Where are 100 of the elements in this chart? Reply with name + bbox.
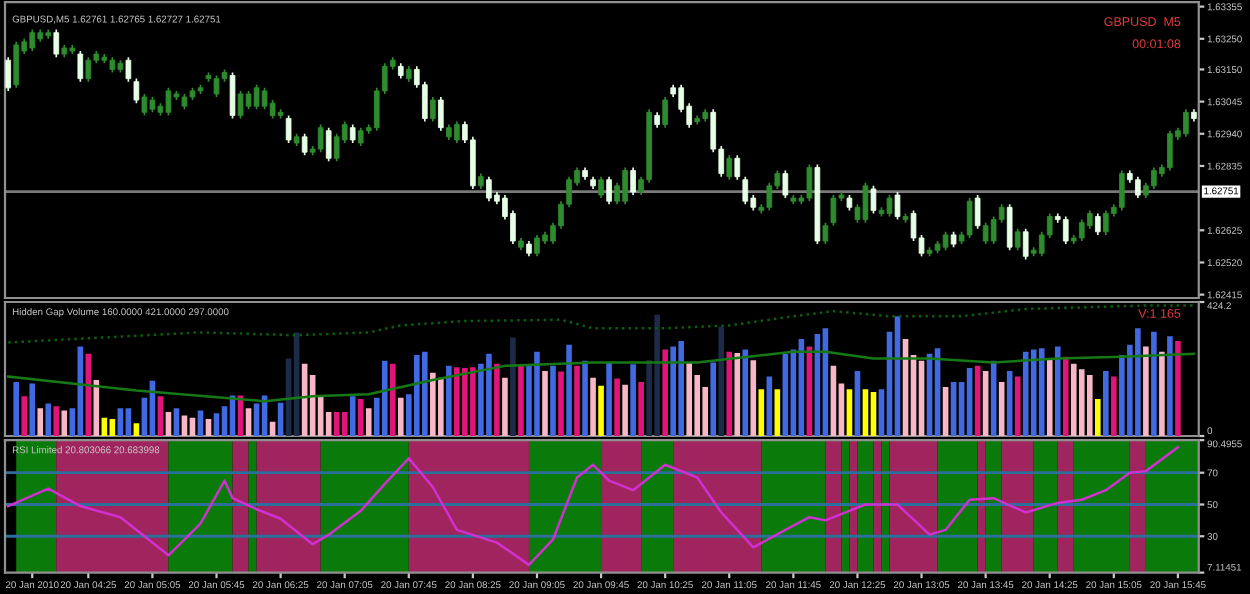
candlestick: [85, 56, 92, 83]
bar: [542, 370, 548, 436]
bar: [45, 403, 52, 436]
candlestick: [13, 41, 20, 89]
bar: [61, 410, 68, 436]
bar: [462, 368, 468, 436]
candlestick: [1135, 175, 1141, 199]
candlestick: [229, 71, 236, 120]
bar: [253, 403, 260, 436]
candlestick: [726, 154, 733, 181]
bar: [726, 351, 733, 436]
candlestick: [325, 126, 332, 163]
bar: [1070, 363, 1077, 436]
bar: [686, 362, 693, 436]
candlestick: [213, 74, 220, 98]
bar: [662, 349, 668, 436]
candlestick: [782, 169, 789, 199]
candlestick: [5, 56, 12, 92]
candlestick: [301, 132, 308, 157]
candlestick: [125, 56, 132, 83]
candlestick: [870, 185, 877, 215]
bar: [718, 326, 725, 436]
bar: [614, 378, 620, 436]
bar: [558, 371, 564, 436]
bar: [1038, 348, 1045, 436]
candlestick: [438, 96, 444, 132]
bar: [1086, 375, 1093, 436]
candlestick: [317, 123, 324, 153]
bar: [486, 353, 492, 436]
bar: [758, 389, 765, 436]
bar: [245, 408, 252, 436]
bar: [1103, 370, 1109, 436]
bar: [1143, 346, 1149, 436]
bar: [566, 344, 572, 436]
candlestick: [734, 154, 741, 181]
bar: [654, 314, 660, 436]
bar: [1167, 336, 1173, 436]
candlestick: [822, 221, 829, 245]
bar: [502, 377, 508, 436]
bar: [1054, 346, 1061, 436]
bar: [606, 362, 612, 436]
bar: [1062, 356, 1069, 436]
bar: [470, 367, 476, 436]
candlestick: [77, 50, 84, 83]
candlestick: [349, 123, 356, 144]
bar: [1078, 369, 1085, 436]
candlestick: [806, 163, 813, 203]
candlestick: [1062, 215, 1069, 245]
bar: [173, 408, 180, 436]
bar: [13, 381, 20, 436]
bar: [181, 415, 188, 436]
bar: [157, 396, 164, 436]
candlestick: [237, 90, 244, 120]
candlestick: [662, 96, 668, 129]
candlestick: [141, 93, 148, 117]
bar: [846, 389, 853, 436]
bar: [21, 396, 28, 436]
candlestick: [1151, 166, 1157, 190]
candlestick: [430, 96, 436, 123]
bar: [518, 365, 524, 436]
bar: [365, 408, 372, 436]
candlestick: [1006, 203, 1013, 252]
line-series: [6, 446, 1180, 567]
candlestick: [886, 194, 893, 218]
bar: [774, 389, 781, 436]
candlestick: [1102, 209, 1109, 236]
candlestick: [598, 175, 604, 199]
candlestick: [742, 175, 749, 206]
bar: [1030, 349, 1037, 436]
bar: [397, 397, 404, 436]
bar: [414, 355, 420, 436]
bar: [742, 349, 749, 436]
bar: [29, 383, 36, 436]
candlestick: [133, 77, 140, 104]
bar: [678, 340, 684, 436]
candlestick: [630, 166, 636, 196]
bar: [1175, 340, 1181, 436]
bar: [582, 360, 588, 436]
candlestick: [942, 230, 949, 252]
bar: [389, 363, 396, 436]
candlestick: [165, 86, 172, 117]
bar: [213, 413, 220, 436]
candlestick: [1167, 129, 1173, 172]
bar: [1046, 358, 1053, 436]
candlestick: [333, 132, 340, 163]
candlestick: [974, 194, 981, 230]
bar: [710, 362, 717, 436]
bar: [357, 399, 364, 436]
candlestick: [285, 114, 292, 144]
bar: [622, 384, 628, 436]
candlestick: [454, 120, 460, 144]
bar: [446, 365, 452, 436]
candlestick: [534, 234, 540, 258]
candlestick: [1014, 227, 1021, 252]
candlestick: [894, 191, 901, 221]
candlestick: [622, 166, 628, 206]
candlestick: [990, 215, 997, 245]
bar: [37, 408, 44, 436]
bar: [590, 377, 596, 436]
candlestick: [766, 181, 773, 212]
